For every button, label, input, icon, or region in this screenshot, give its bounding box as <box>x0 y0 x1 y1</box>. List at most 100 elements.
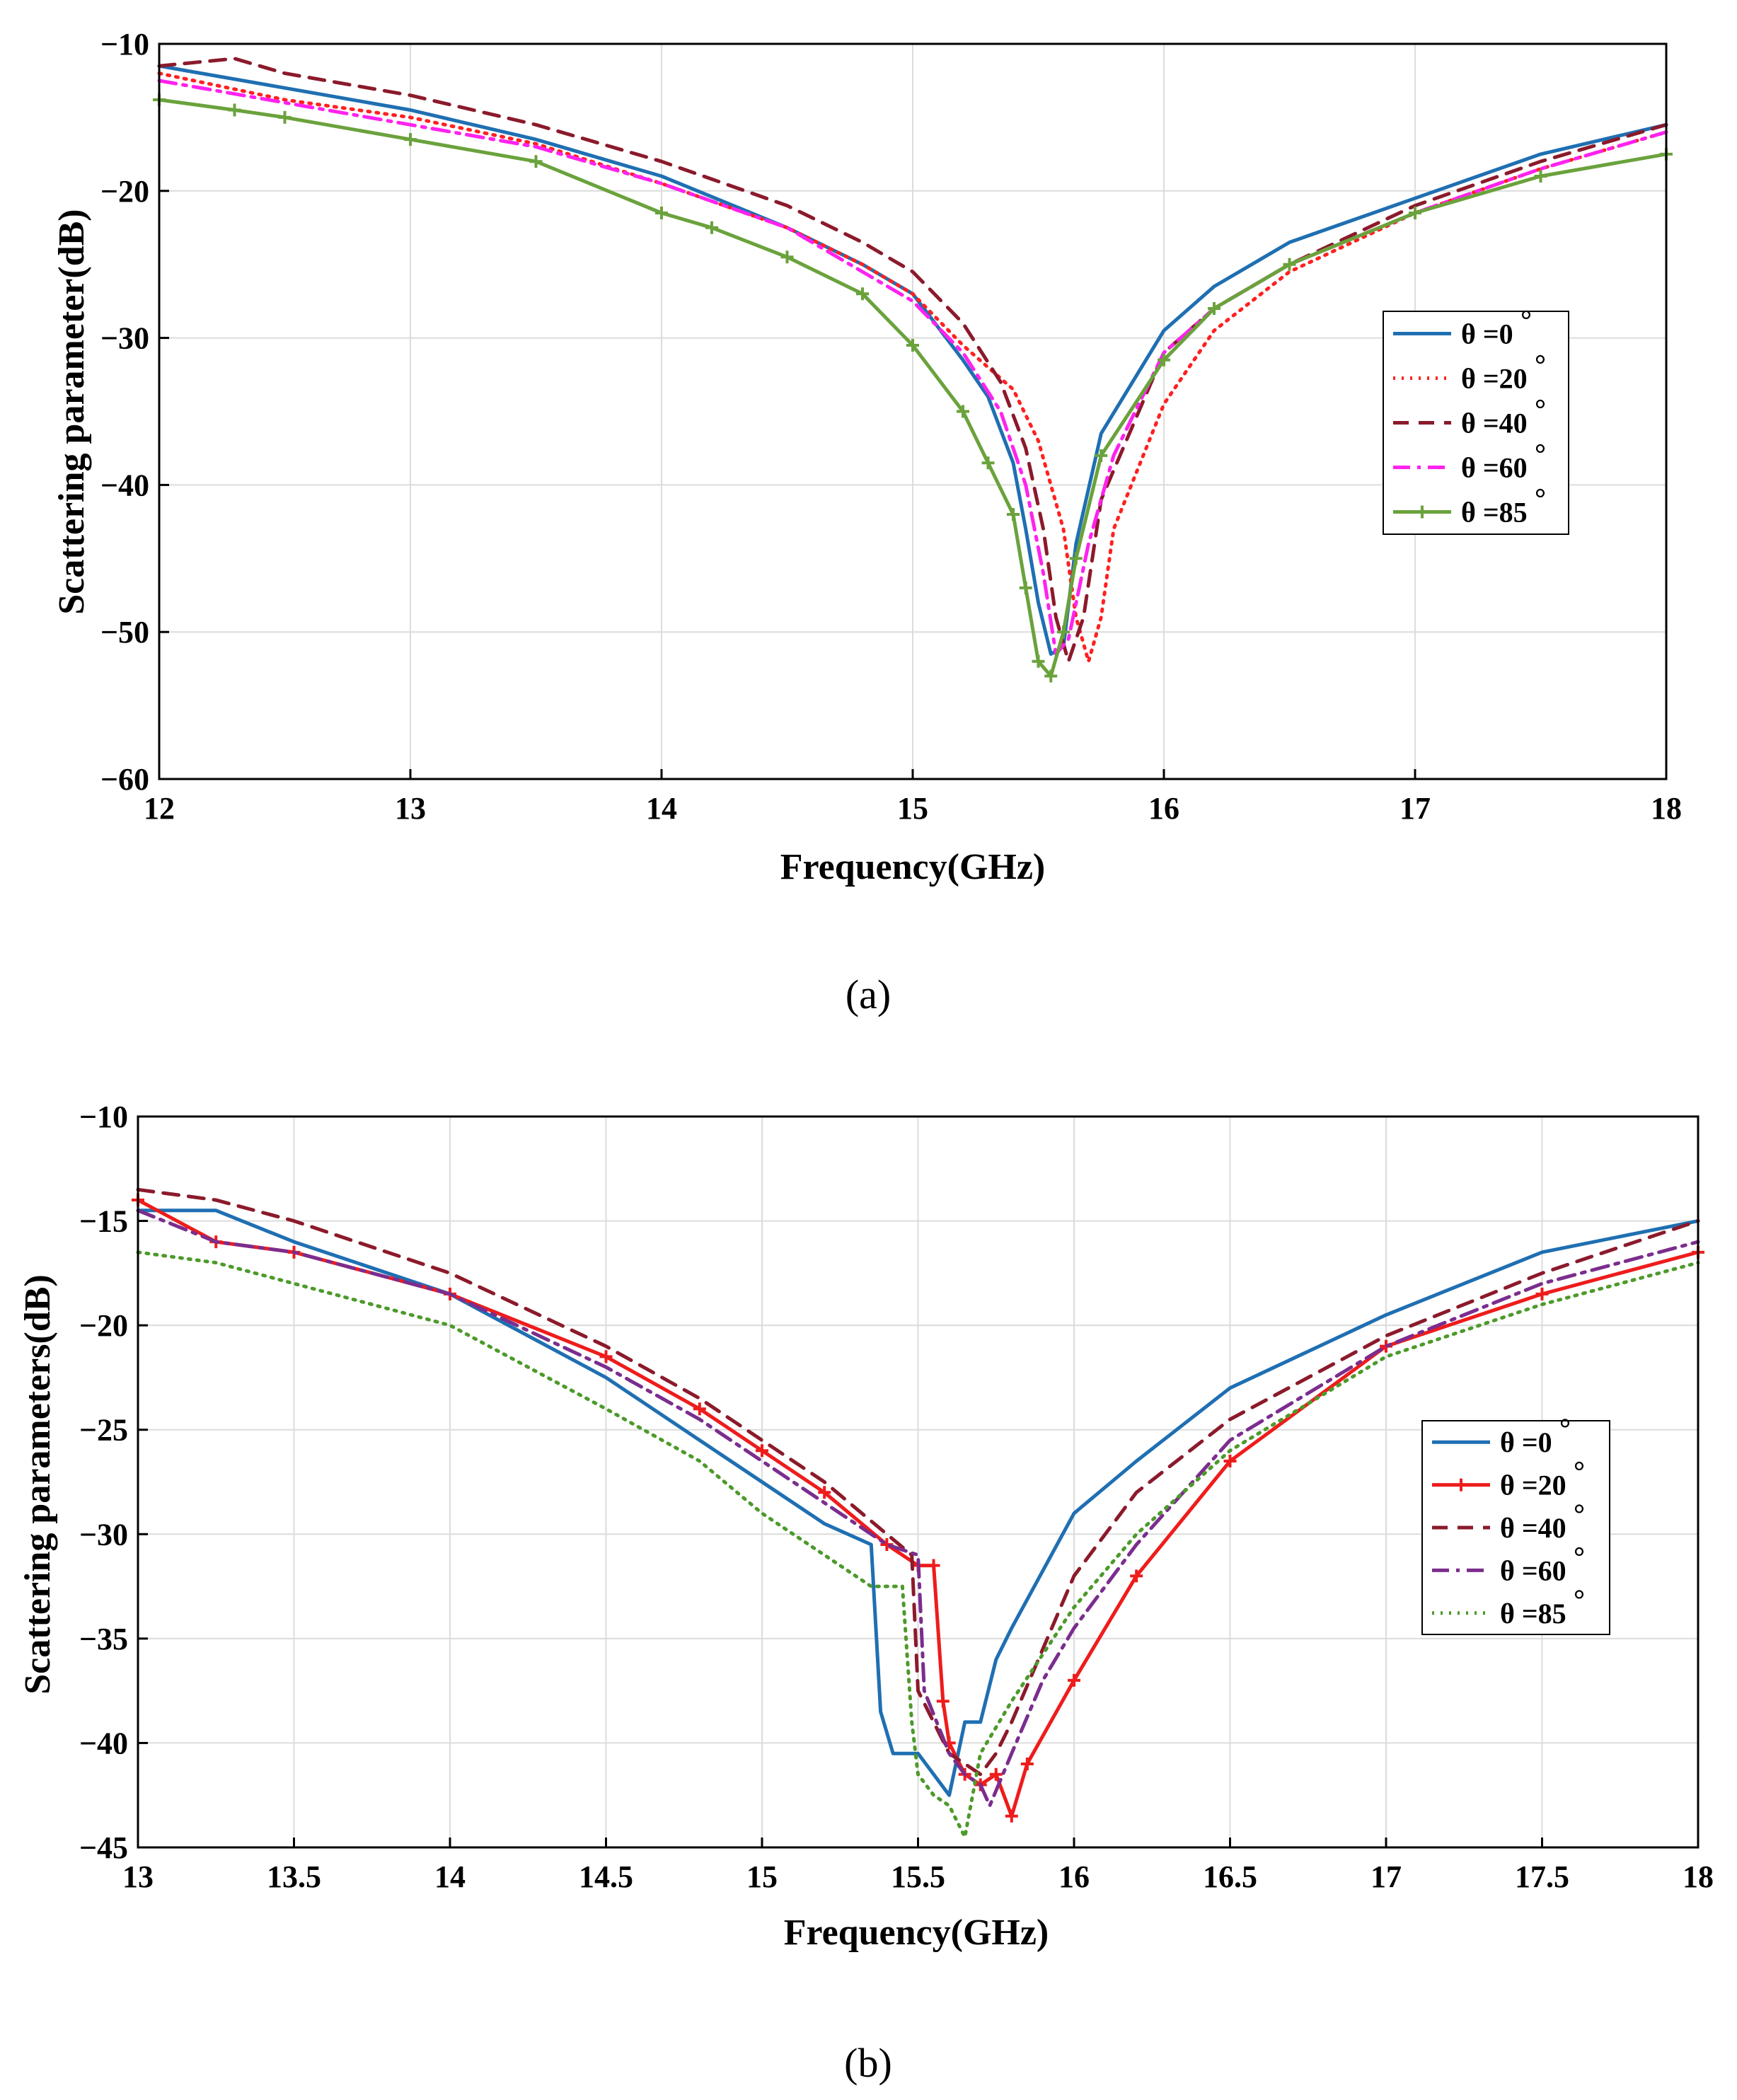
chart-b-xlabel: Frequency(GHz) <box>784 1912 1049 1953</box>
chart-b-ytick-label: −15 <box>79 1204 128 1239</box>
chart-a-xtick-label: 14 <box>646 791 677 826</box>
chart-a-ytick-label: −20 <box>100 174 149 209</box>
chart-a-series-line-1 <box>157 71 1668 664</box>
chart-a-series-marker-4 <box>1007 507 1020 521</box>
chart-b-series-line-2 <box>136 1187 1700 1777</box>
chart-b-series-marker-1 <box>756 1444 768 1458</box>
chart-a-xtick-label: 17 <box>1400 791 1431 826</box>
panel-label-b: (b) <box>844 2040 892 2086</box>
chart-a-xtick-label: 18 <box>1651 791 1682 826</box>
chart-a-legend-degree-0: ° <box>1520 304 1532 336</box>
chart-a-ytick-label: −40 <box>100 468 149 502</box>
chart-b-series-marker-1 <box>1068 1673 1080 1687</box>
chart-b-legend-label-0: θ =0 <box>1500 1426 1552 1458</box>
chart-a-legend-box <box>1383 311 1569 535</box>
chart-b-legend-degree-1: ° <box>1574 1455 1585 1487</box>
chart-a-series-marker-4 <box>1044 669 1058 683</box>
chart-b-legend-degree-2: ° <box>1574 1498 1585 1530</box>
chart-a-ytick-label: −10 <box>100 27 149 62</box>
chart-b-series-line-1 <box>136 1198 1700 1818</box>
chart-a: 12 13 14 15 16 17 18 −10 −20 −30 −40 −50 −60 Frequen… <box>52 27 1682 1017</box>
chart-b-xtick-label: 16 <box>1058 1859 1090 1894</box>
chart-a-ytick-label: −50 <box>100 615 149 650</box>
chart-a-legend-label-0: θ =0 <box>1461 318 1513 350</box>
chart-a-series-marker-4 <box>1208 302 1220 316</box>
chart-a-series-marker-4 <box>1069 552 1083 565</box>
chart-a-series-marker-4 <box>278 110 292 124</box>
chart-a-legend-degree-3: ° <box>1535 438 1546 470</box>
chart-b-xtick-label: 17 <box>1370 1859 1402 1894</box>
chart-a-xtick-label: 15 <box>897 791 928 826</box>
chart-a-series-marker-4 <box>780 250 794 264</box>
chart-a-xtick-label: 13 <box>395 791 426 826</box>
chart-b-ytick-label: −40 <box>79 1726 128 1760</box>
chart-b-ticks: 13 13.5 14 14.5 15 15.5 16 16.5 17 17.5 18 −10 −15 −2… <box>79 1100 1714 1894</box>
chart-a-series-line-3 <box>157 79 1668 656</box>
chart-b-series-marker-1 <box>1223 1454 1237 1467</box>
chart-b-legend-label-4: θ =85 <box>1500 1598 1566 1629</box>
chart-b-xtick-label: 17.5 <box>1515 1859 1569 1894</box>
chart-a-xtick-label: 16 <box>1148 791 1179 826</box>
chart-b-legend: θ =0 °θ =20 °θ =40 °θ =60 °θ =85 ° <box>1421 1412 1610 1635</box>
chart-a-xlabel: Frequency(GHz) <box>780 847 1046 887</box>
chart-a-series-marker-4 <box>957 405 969 418</box>
chart-a-series <box>153 57 1673 683</box>
chart-a-ytick-label: −60 <box>100 762 149 797</box>
chart-b-legend-degree-3: ° <box>1574 1540 1585 1572</box>
chart-a-series-marker-4 <box>1032 654 1045 668</box>
chart-a-ylabel: Scattering parameter(dB) <box>52 209 92 614</box>
chart-b-ylabel: Scattering parameters(dB) <box>18 1274 58 1695</box>
chart-b-legend-box <box>1421 1420 1610 1635</box>
chart-b-xtick-label: 13.5 <box>267 1859 321 1894</box>
chart-b-xtick-label: 18 <box>1683 1859 1714 1894</box>
chart-a-series-marker-4 <box>1019 581 1032 594</box>
panel-label-a: (a) <box>846 971 891 1017</box>
chart-a-ytick-label: −30 <box>100 321 149 356</box>
chart-a-legend-degree-2: ° <box>1535 393 1546 425</box>
chart-a-series-marker-4 <box>981 456 995 470</box>
chart-a-series-marker-4 <box>655 206 668 219</box>
chart-b-ytick-label: −30 <box>79 1517 128 1552</box>
chart-a-legend-degree-1: ° <box>1535 349 1546 381</box>
chart-b-series-line-0 <box>136 1208 1700 1797</box>
chart-b-series-marker-1 <box>1130 1569 1143 1583</box>
chart-b-xtick-label: 16.5 <box>1203 1859 1257 1894</box>
chart-a-series-marker-4 <box>856 287 869 301</box>
chart-b-ytick-label: −35 <box>79 1622 128 1656</box>
chart-a-series-marker-4 <box>529 155 543 168</box>
chart-b-legend-label-3: θ =60 <box>1500 1554 1566 1586</box>
chart-a-series-marker-4 <box>906 338 919 352</box>
chart-a-series-marker-4 <box>228 103 241 117</box>
chart-b-series-marker-1 <box>1005 1809 1018 1823</box>
chart-a-series-marker-4 <box>1158 353 1170 367</box>
chart-a-legend-marker-4 <box>1416 505 1429 519</box>
chart-b: 13 13.5 14 14.5 15 15.5 16 16.5 17 17.5 18 −10 −15 −2… <box>18 1100 1714 2086</box>
chart-b-ytick-label: −45 <box>79 1830 128 1865</box>
chart-a-series-line-0 <box>157 64 1668 656</box>
chart-a-legend-label-1: θ =20 <box>1461 363 1528 395</box>
chart-b-series-marker-1 <box>818 1486 831 1499</box>
chart-a-ticks: 12 13 14 15 16 17 18 −10 −20 −30 −40 −50 −60 <box>100 27 1682 826</box>
chart-b-series-marker-1 <box>927 1559 940 1572</box>
chart-a-legend-label-4: θ =85 <box>1461 497 1528 529</box>
chart-a-legend-degree-4: ° <box>1535 483 1546 514</box>
chart-b-ytick-label: −20 <box>79 1308 128 1343</box>
chart-b-series-marker-1 <box>1535 1287 1549 1300</box>
chart-b-ytick-label: −25 <box>79 1413 128 1448</box>
chart-a-series-marker-4 <box>1095 449 1108 462</box>
chart-b-xtick-label: 13 <box>122 1859 154 1894</box>
chart-a-xtick-label: 12 <box>144 791 175 826</box>
chart-b-series-marker-1 <box>693 1402 706 1416</box>
chart-a-legend-label-2: θ =40 <box>1461 408 1528 439</box>
chart-a-series-marker-4 <box>1057 625 1070 639</box>
chart-b-legend-degree-0: ° <box>1559 1412 1571 1444</box>
chart-b-series <box>132 1187 1704 1839</box>
chart-b-xtick-label: 15 <box>746 1859 778 1894</box>
chart-b-series-marker-1 <box>1020 1757 1034 1770</box>
chart-b-xtick-label: 15.5 <box>891 1859 945 1894</box>
chart-b-legend-marker-1 <box>1455 1478 1467 1492</box>
chart-b-series-line-3 <box>136 1208 1700 1808</box>
chart-a-series-marker-4 <box>404 133 417 146</box>
chart-a-series-marker-4 <box>1534 170 1547 183</box>
